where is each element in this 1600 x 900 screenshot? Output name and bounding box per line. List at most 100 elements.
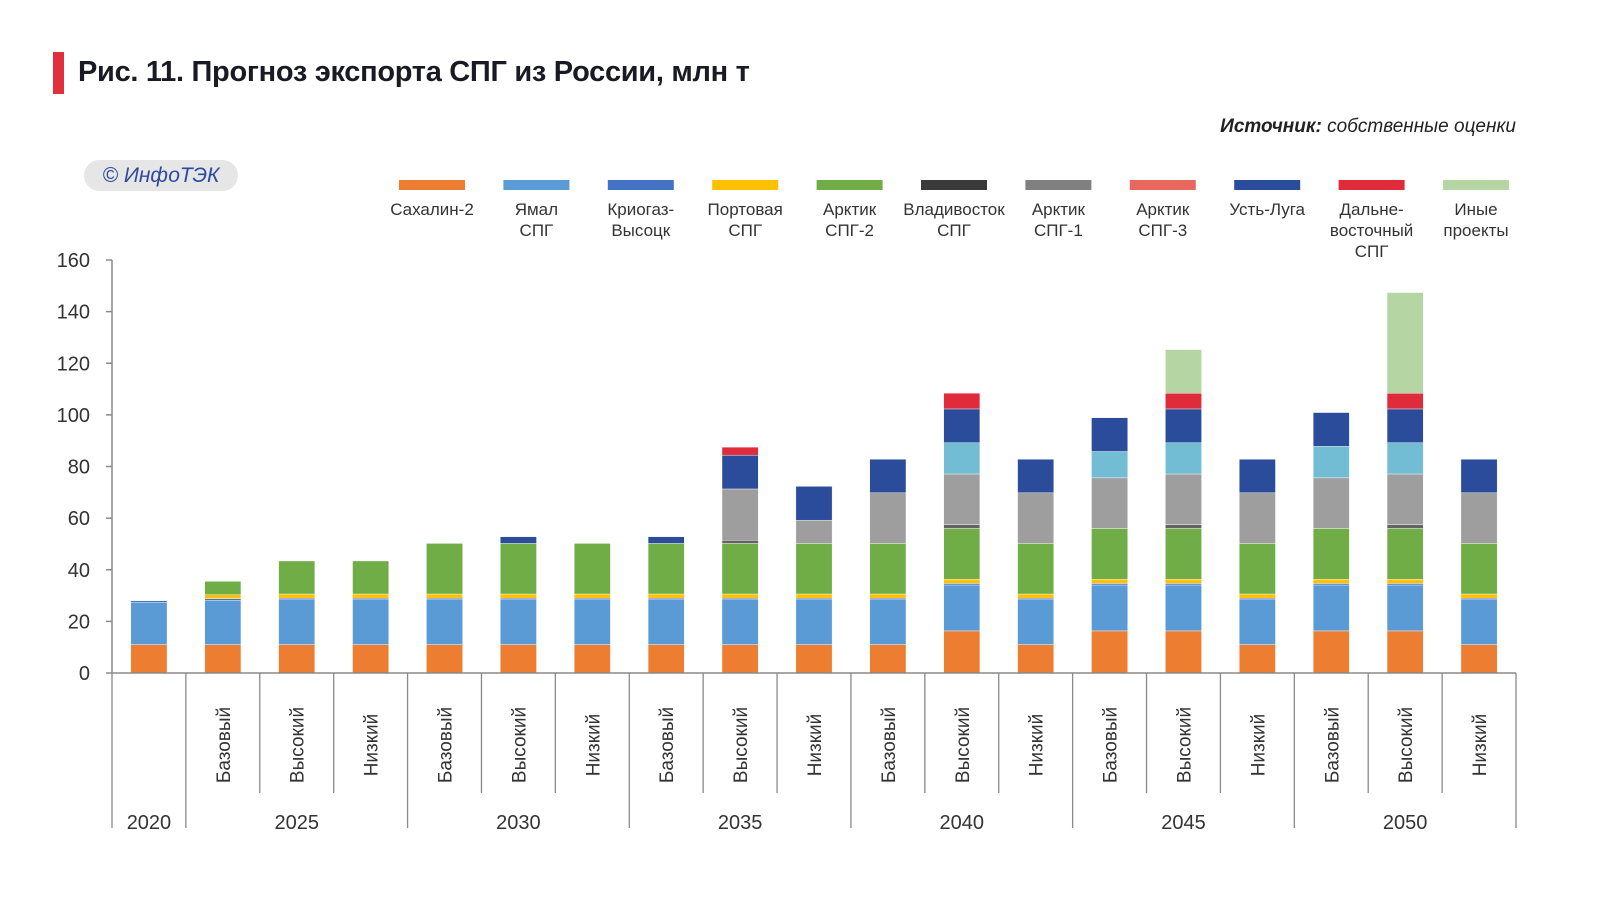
bar-segment: [1165, 583, 1202, 586]
bar-segment: [1386, 579, 1424, 584]
bar-segment: [869, 459, 907, 494]
bar-segment: [1460, 599, 1498, 645]
bar-segment: [795, 593, 833, 599]
bar-segment: [721, 446, 759, 456]
bar-segment: [647, 597, 685, 600]
bar-segment: [278, 644, 316, 674]
legend-label: Портовая: [708, 200, 783, 219]
bar-segment: [1460, 543, 1498, 595]
bar-segment: [130, 600, 168, 603]
bar-segment: [352, 597, 389, 600]
bar-segment: [1386, 442, 1424, 475]
bar-segment: [1017, 459, 1054, 494]
y-tick-label: 40: [68, 560, 90, 582]
bar-segment: [795, 543, 833, 595]
bar-segment: [721, 599, 759, 645]
scenario-label: Базовый: [436, 707, 457, 783]
y-tick-label: 20: [68, 611, 90, 633]
bar-segment: [1165, 473, 1202, 525]
bar-segment: [795, 519, 833, 544]
legend-label: Арктик: [823, 200, 877, 219]
chart-title: Рис. 11. Прогноз экспорта СПГ из России,…: [78, 56, 750, 88]
legend-label: СПГ-1: [1034, 221, 1083, 240]
bar-segment: [1017, 543, 1054, 595]
bar-segment: [943, 579, 981, 584]
bar-segment: [426, 593, 463, 599]
bar-segment: [1386, 630, 1424, 674]
bar-segment: [352, 593, 389, 599]
bar-segment: [574, 597, 611, 600]
year-label: 2035: [718, 812, 763, 834]
scenario-label: Низкий: [583, 714, 604, 777]
bar-segment: [574, 543, 611, 595]
bar-segment: [1091, 579, 1128, 584]
y-tick-label: 140: [57, 302, 90, 324]
bar-segment: [352, 560, 389, 595]
bar-segment: [204, 600, 242, 645]
bar-segment: [721, 644, 759, 674]
y-tick-label: 0: [79, 663, 90, 685]
bar-segment: [1460, 593, 1498, 599]
scenario-label: Высокий: [1396, 707, 1417, 783]
legend-label: проекты: [1443, 221, 1508, 240]
year-label: 2025: [274, 812, 319, 834]
bar-segment: [1312, 630, 1350, 674]
bar-segment: [1312, 579, 1350, 584]
legend-label: Усть-Луга: [1229, 200, 1305, 219]
scenario-label: Высокий: [731, 707, 752, 783]
scenario-label: Низкий: [1027, 714, 1048, 777]
bar-segment: [204, 644, 242, 674]
legend-swatch: [399, 180, 465, 190]
bar-segment: [795, 597, 833, 600]
year-label: 2020: [127, 812, 172, 834]
bar-segment: [1312, 583, 1350, 586]
bar-segment: [1165, 442, 1202, 475]
bar-segment: [1386, 524, 1424, 529]
bar-segment: [869, 644, 907, 674]
legend-swatch: [1234, 180, 1301, 190]
bar-segment: [1386, 392, 1424, 410]
year-label: 2050: [1383, 812, 1428, 834]
legend-label: Иные: [1454, 200, 1497, 219]
year-label: 2030: [496, 812, 541, 834]
year-label: 2040: [940, 812, 985, 834]
bar-segment: [943, 408, 981, 443]
bar-segment: [943, 392, 981, 410]
bar-segment: [1017, 599, 1054, 645]
bar-segment: [1460, 644, 1498, 674]
bar-segment: [869, 492, 907, 544]
scenario-label: Низкий: [1470, 714, 1491, 777]
bar-segment: [1239, 492, 1276, 544]
y-tick-label: 120: [57, 353, 90, 375]
bar-segment: [1165, 528, 1202, 580]
legend-swatch: [1443, 180, 1509, 190]
bar-segment: [1312, 446, 1350, 479]
bar-segment: [943, 528, 981, 580]
legend-label: Арктик: [1032, 200, 1086, 219]
legend-swatch: [1025, 180, 1092, 190]
scenario-label: Низкий: [805, 714, 826, 777]
bar-segment: [278, 599, 316, 645]
scenario-label: Высокий: [953, 707, 974, 783]
bar-segment: [1460, 597, 1498, 600]
bar-segment: [1091, 630, 1128, 674]
bar-segment: [1091, 583, 1128, 586]
bar-segment: [1312, 584, 1350, 632]
legend-label: СПГ: [937, 221, 971, 240]
bar-segment: [943, 442, 981, 475]
bar-segment: [1091, 451, 1128, 479]
legend-label: Ямал: [515, 200, 558, 219]
legend-swatch: [921, 180, 987, 190]
scenario-label: Базовый: [1322, 707, 1343, 783]
bar-segment: [869, 593, 907, 599]
bar-segment: [1239, 543, 1276, 595]
bar-segment: [1386, 292, 1424, 394]
bar-segment: [1312, 528, 1350, 580]
bar-segment: [1239, 597, 1276, 600]
bar-segment: [204, 594, 242, 599]
scenario-label: Базовый: [1101, 707, 1122, 783]
bar-segment: [1386, 528, 1424, 580]
legend-label: Высоцк: [611, 221, 670, 240]
bar-segment: [1091, 584, 1128, 632]
bar-segment: [426, 597, 463, 600]
